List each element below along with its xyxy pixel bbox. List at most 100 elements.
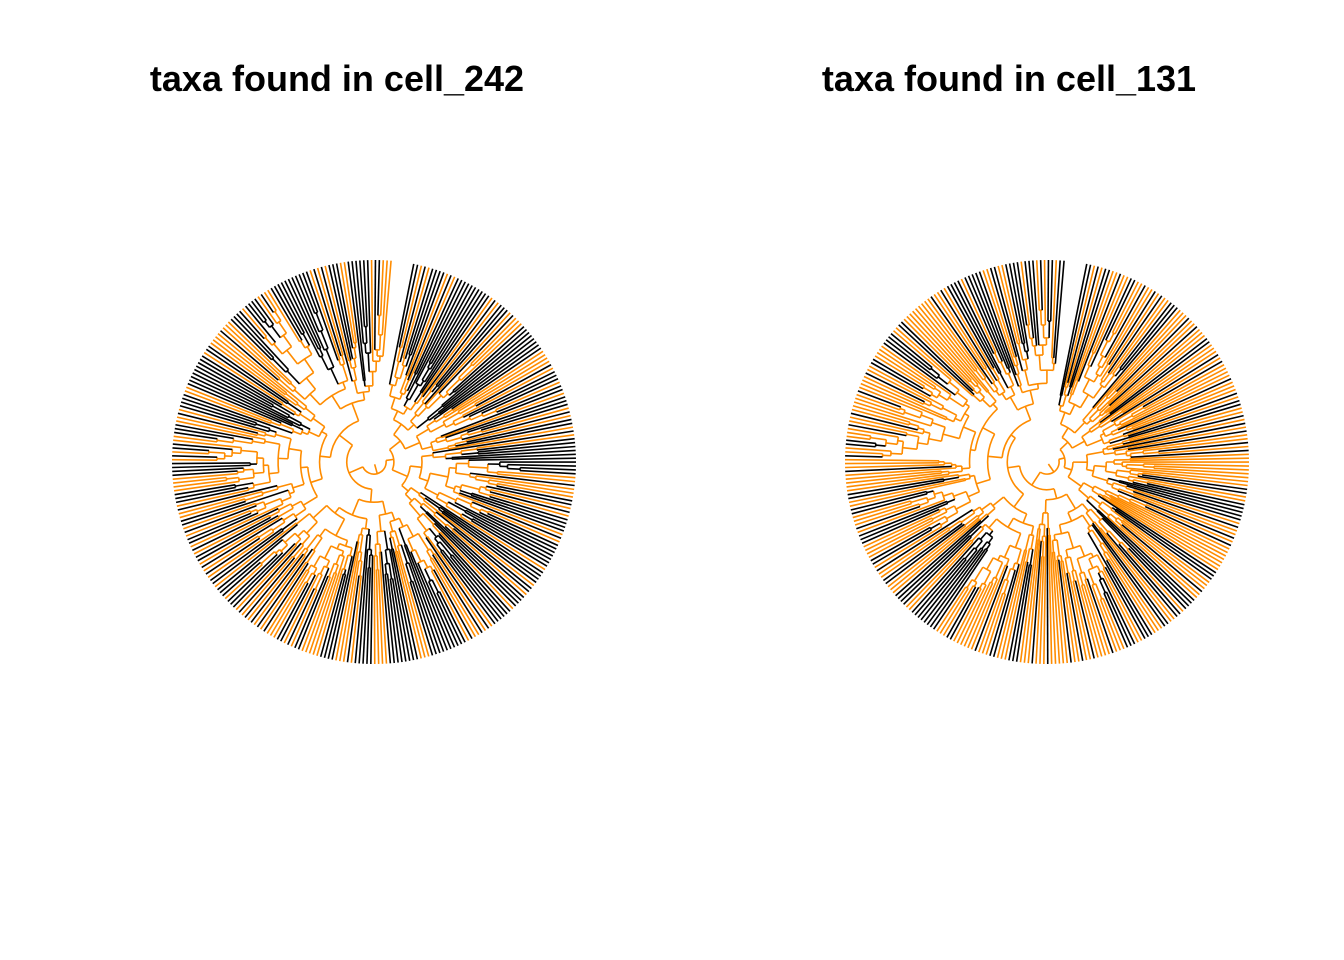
tree-branch [272,521,286,531]
tree-branch [1112,418,1245,449]
tree-branch [969,380,977,388]
tree-branch [407,424,415,431]
tree-branch [189,379,293,427]
tree-branch [312,504,328,519]
tree-branch [1133,494,1236,536]
tree-branch [392,548,419,660]
tree-branch [1103,553,1109,561]
tree-branch [398,264,419,348]
tree-branch [1074,421,1086,434]
tree-branch [1129,453,1249,460]
tree-branch [225,324,291,385]
tree-branch [1053,260,1061,358]
tree-arc [909,500,913,504]
tree-branch [256,506,267,513]
tree-branch [280,574,316,642]
tree-branch [1101,517,1190,607]
tree-branch [986,557,994,570]
tree-branch [931,421,946,428]
tree-branch [248,486,255,490]
tree-branch [419,380,425,387]
tree-arc [1104,490,1108,494]
tree-branch [287,588,315,646]
tree-branch [451,449,576,459]
tree-branch [418,477,429,482]
tree-branch [1132,481,1244,510]
tree-arc [1022,368,1028,372]
tree-panel-right: taxa found in cell_131 [672,0,1344,960]
tree-branch [1115,452,1127,456]
tree-arc [339,554,345,558]
tree-branch [1091,524,1166,627]
tree-branch [890,452,903,455]
tree-arc [938,509,941,512]
tree-branch [351,261,366,381]
tree-branch [188,512,259,545]
tree-arc [431,452,435,458]
tree-arc [281,346,292,355]
tree-branch [193,514,270,555]
tree-branch [299,413,312,422]
tree-arc [998,390,1006,397]
tree-branch [490,493,569,517]
tree-arc [1006,437,1024,495]
tree-branch [247,303,265,324]
tree-branch [1059,412,1066,425]
tree-branch [219,539,284,594]
tree-branch [458,364,473,379]
tree-branch [943,476,959,481]
tree-branch [920,303,976,372]
tree-branch [303,358,315,373]
tree-arc [968,474,971,479]
tree-branch [1105,559,1153,636]
tree-branch [416,418,429,429]
tree-branch [278,503,292,511]
tree-arc [972,584,977,588]
tree-branch [199,516,280,565]
tree-branch [401,358,406,366]
tree-branch [366,567,372,664]
tree-branch [1022,343,1026,352]
tree-branch [927,496,936,501]
tree-branch [1063,466,1072,471]
tree-branch [1142,474,1248,491]
tree-branch [362,260,368,327]
tree-branch [471,501,562,540]
tree-branch [378,515,382,532]
tree-branch [418,494,425,500]
tree-branch [470,494,566,529]
tree-branch [351,498,360,516]
tree-branch [1103,441,1110,445]
tree-branch [845,451,883,455]
tree-branch [1007,465,1020,469]
tree-branch [887,525,967,588]
tree-branch [177,484,278,511]
tree-branch [284,532,296,543]
tree-branch [1127,430,1247,451]
tree-branch [1086,438,1103,447]
tree-branch [244,557,296,618]
tree-branch [438,491,457,502]
tree-branch [420,297,493,397]
tree-branch [199,358,295,416]
tree-branch [453,328,528,393]
tree-branch [876,351,935,390]
tree-branch [1093,521,1101,529]
tree-branch [1097,494,1217,574]
tree-branch [408,502,421,517]
tree-branch [373,464,379,474]
tree-branch [1016,549,1022,564]
tree-branch [405,281,467,399]
tree-branch [1128,475,1247,498]
tree-branch [466,418,572,443]
tree-branch [327,555,353,659]
tree-branch [417,533,430,551]
tree-branch [432,524,441,534]
tree-branch [1000,361,1008,375]
tree-branch [1126,434,1248,453]
tree-branch [1119,415,1133,424]
tree-branch [849,479,966,507]
tree-branch [942,407,958,416]
tree-branch [1069,268,1107,388]
tree-branch [1109,297,1166,375]
